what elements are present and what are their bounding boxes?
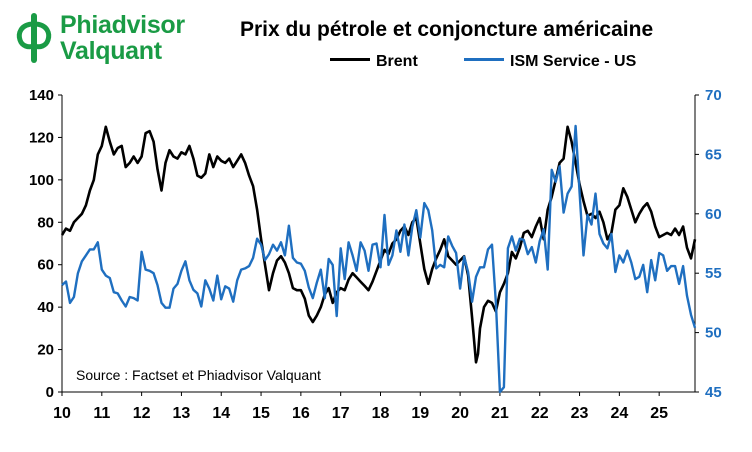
- y-left-tick-label: 80: [37, 214, 54, 231]
- x-tick-label: 25: [650, 405, 668, 422]
- x-tick-label: 20: [451, 405, 469, 422]
- y-right-tick-label: 70: [705, 87, 722, 104]
- y-left-tick-label: 120: [29, 129, 54, 146]
- y-right-tick-label: 65: [705, 146, 722, 163]
- y-right-tick-label: 50: [705, 325, 722, 342]
- y-left-tick-label: 140: [29, 87, 54, 104]
- x-tick-label: 11: [93, 405, 110, 422]
- legend-swatch-ism: [464, 58, 504, 62]
- brand-name-line2: Valquant: [60, 37, 162, 65]
- x-tick-label: 19: [411, 405, 429, 422]
- series-line-brent: [60, 125, 697, 364]
- x-tick-label: 13: [173, 405, 191, 422]
- legend-item-ism: ISM Service - US: [464, 53, 636, 71]
- x-tick-label: 10: [53, 405, 71, 422]
- series-line-ism-service: [61, 124, 697, 394]
- chart-title: Prix du pétrole et conjoncture américain…: [240, 18, 654, 41]
- y-right-tick-label: 45: [705, 384, 722, 401]
- x-tick-label: 23: [571, 405, 589, 422]
- x-tick-label: 17: [332, 405, 350, 422]
- legend-swatch-brent: [330, 58, 370, 62]
- phi-logo-icon: [16, 13, 52, 63]
- y-left-tick-label: 20: [37, 342, 54, 359]
- y-right-tick-label: 60: [705, 206, 722, 223]
- x-tick-label: 14: [212, 405, 230, 422]
- legend-label-ism: ISM Service - US: [510, 53, 637, 70]
- y-left-tick-label: 0: [46, 384, 54, 401]
- x-tick-label: 24: [610, 405, 628, 422]
- y-left-tick-label: 40: [37, 299, 54, 316]
- x-tick-label: 18: [372, 405, 390, 422]
- x-tick-label: 12: [133, 405, 151, 422]
- brand-name-line1: Phiadvisor: [60, 11, 185, 39]
- y-left-tick-label: 60: [37, 257, 54, 274]
- y-left-tick-label: 100: [29, 172, 54, 189]
- x-tick-label: 21: [491, 405, 509, 422]
- x-tick-label: 15: [252, 405, 270, 422]
- legend-label-brent: Brent: [376, 53, 418, 70]
- brand-logo: Phiadvisor Valquant: [14, 10, 224, 68]
- y-right-tick-label: 55: [705, 265, 722, 282]
- x-tick-label: 22: [531, 405, 549, 422]
- source-note: Source : Factset et Phiadvisor Valquant: [76, 367, 321, 383]
- legend-item-brent: Brent: [330, 53, 418, 71]
- x-tick-label: 16: [292, 405, 310, 422]
